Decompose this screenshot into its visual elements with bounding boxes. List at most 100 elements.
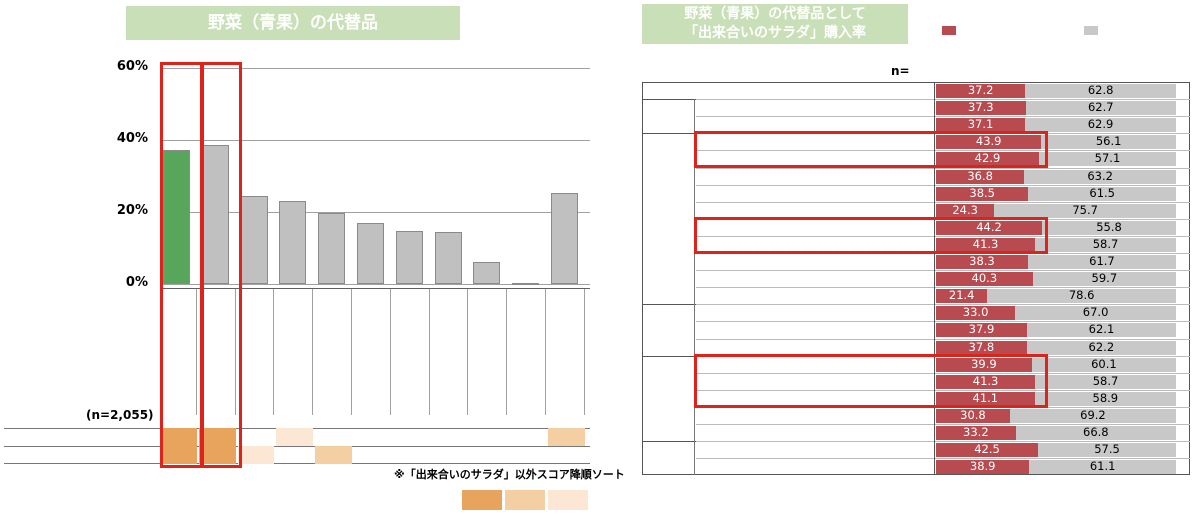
bar-value-nonpurchase: 62.2	[1088, 339, 1115, 354]
category-cell	[354, 289, 391, 415]
table-cell	[393, 446, 430, 464]
bar-segment-purchase	[936, 340, 1027, 355]
category-cell	[276, 289, 314, 415]
table-cell	[315, 446, 352, 464]
row-divider	[696, 99, 1190, 101]
bar	[279, 200, 307, 284]
bar-value-nonpurchase: 62.1	[1088, 322, 1115, 337]
left-chart-title: 野菜（青果）の代替品	[126, 6, 460, 40]
left-footnote: ※「出来合いのサラダ」以外スコア降順ソート	[394, 468, 625, 481]
rank-legend-item	[505, 490, 545, 510]
bar-segment-purchase	[936, 408, 1010, 423]
row-divider	[696, 304, 1190, 306]
bar	[240, 196, 268, 284]
table-cell	[276, 446, 313, 464]
bar-segment-nonpurchase	[1025, 118, 1176, 133]
bar	[395, 230, 423, 284]
row-n	[866, 304, 932, 320]
category-cell	[238, 289, 275, 415]
row-divider	[696, 235, 1190, 237]
row-divider	[696, 389, 1190, 391]
row-n	[866, 424, 932, 440]
table-cell	[393, 428, 430, 446]
row-n	[866, 253, 932, 269]
bar-value-nonpurchase: 58.7	[1092, 373, 1119, 388]
table-cell	[237, 446, 275, 464]
bar-value-purchase: 44.2	[976, 219, 1002, 234]
gridline	[160, 284, 590, 285]
category-cell	[509, 289, 546, 415]
table-cell	[276, 428, 314, 446]
category-cell	[470, 289, 508, 415]
bar	[473, 262, 501, 284]
row-divider	[696, 201, 1190, 203]
right-chart-title: 野菜（青果）の代替品として 「出来合いのサラダ」購入率	[642, 4, 908, 44]
group-label	[642, 356, 694, 442]
y-tick-label: 60%	[116, 59, 148, 74]
row-n	[866, 287, 932, 303]
bar-segment-purchase	[936, 118, 1026, 133]
row-n	[866, 185, 932, 201]
row-divider	[696, 116, 1190, 118]
bar	[163, 150, 190, 284]
group-column-border	[694, 99, 695, 476]
table-cell	[354, 446, 391, 464]
group-label	[642, 304, 694, 355]
bar-value-purchase: 30.8	[960, 407, 986, 422]
bar-segment-nonpurchase	[1035, 374, 1176, 389]
bar-value-purchase: 38.5	[969, 185, 995, 200]
right-title-line2: 「出来合いのサラダ」購入率	[684, 25, 866, 41]
bar-segment-nonpurchase	[1027, 255, 1176, 270]
bar-value-purchase: 37.2	[967, 83, 994, 97]
bar-value-nonpurchase: 61.5	[1089, 185, 1115, 200]
bar-segment-nonpurchase	[1015, 306, 1176, 321]
bar-segment-purchase	[936, 220, 1043, 235]
bar-value-nonpurchase: 62.8	[1087, 83, 1114, 97]
bar-value-nonpurchase: 58.7	[1092, 236, 1119, 251]
bar-segment-purchase	[936, 203, 995, 218]
bar-segment-nonpurchase	[1025, 84, 1176, 99]
bar-value-purchase: 42.5	[974, 442, 1000, 457]
highlight-box-juice	[200, 62, 242, 468]
table-cell	[432, 428, 469, 446]
bar-segment-purchase	[936, 391, 1035, 406]
bar-value-purchase: 40.3	[971, 271, 998, 286]
bar-segment-purchase	[936, 152, 1039, 167]
gridline	[160, 68, 590, 69]
bar-value-purchase: 42.9	[974, 151, 1001, 166]
row-n	[866, 116, 932, 132]
row-divider	[696, 424, 1190, 425]
x-axis-line	[160, 288, 590, 289]
bar-value-purchase: 41.3	[972, 373, 999, 388]
bar-value-nonpurchase: 56.1	[1095, 134, 1122, 149]
bar-value-purchase: 39.9	[971, 356, 997, 371]
table-cell	[354, 428, 391, 446]
bar-value-nonpurchase: 69.2	[1080, 407, 1106, 422]
bar-value-nonpurchase: 59.7	[1091, 271, 1118, 286]
table-cell	[509, 446, 546, 464]
bar-segment-nonpurchase	[1024, 169, 1176, 184]
category-cell	[199, 289, 236, 415]
row-n	[866, 407, 932, 423]
bar-value-purchase: 21.4	[948, 288, 975, 303]
bar-value-nonpurchase: 55.8	[1096, 219, 1122, 234]
group-label	[642, 133, 694, 304]
bar-segment-nonpurchase	[994, 203, 1176, 218]
row-n	[866, 202, 932, 218]
row-divider	[696, 441, 1190, 443]
group-label	[642, 99, 694, 133]
bar-value-nonpurchase: 60.1	[1091, 356, 1117, 371]
table-cell	[432, 446, 469, 464]
right-table-frame	[642, 82, 1190, 476]
bar-segment-purchase	[936, 374, 1036, 389]
bar-segment-nonpurchase	[1041, 135, 1176, 150]
table-cell	[548, 446, 585, 464]
bar-value-nonpurchase: 75.7	[1072, 202, 1098, 217]
bar-segment-nonpurchase	[1028, 186, 1176, 201]
bar-segment-purchase	[936, 272, 1033, 287]
bar-value-nonpurchase: 57.1	[1094, 151, 1121, 166]
category-cell	[432, 289, 469, 415]
gridline	[160, 140, 590, 141]
bar-segment-purchase	[936, 255, 1028, 270]
table-cell	[160, 428, 197, 446]
